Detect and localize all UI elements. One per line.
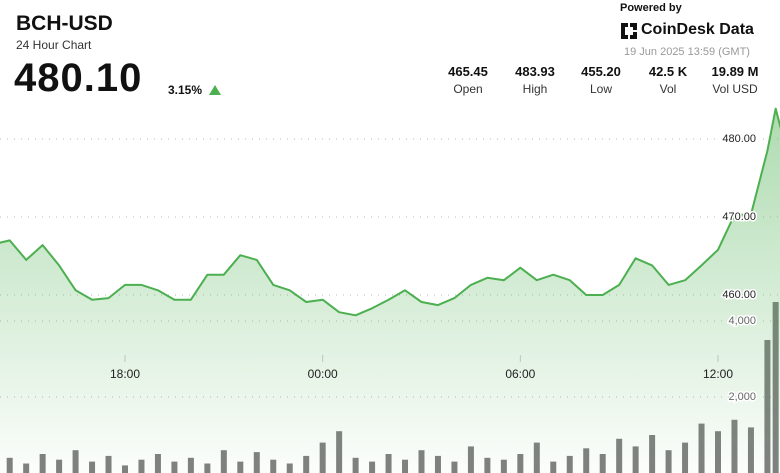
y2-tick-label: 2,000 xyxy=(728,391,756,403)
y-tick-label: 460.00 xyxy=(722,289,756,301)
stat-label: Low xyxy=(589,82,612,96)
stat-label: Open xyxy=(453,82,483,96)
timestamp: 19 Jun 2025 13:59 (GMT) xyxy=(624,46,750,58)
y-tick-label: 480.00 xyxy=(722,133,756,145)
subtitle: 24 Hour Chart xyxy=(16,38,92,52)
price-area xyxy=(0,108,780,473)
stat-value: 455.20 xyxy=(581,64,621,79)
change: 3.15% xyxy=(168,83,203,97)
powered-by: Powered by xyxy=(620,2,682,14)
brand: CoinDesk Data xyxy=(641,21,754,38)
x-tick-label: 18:00 xyxy=(110,367,140,381)
y-tick-label: 470.00 xyxy=(722,211,756,223)
stat-value: 19.89 M xyxy=(711,64,759,79)
stat-value: 42.5 K xyxy=(648,64,688,79)
stat-value: 465.45 xyxy=(448,64,488,79)
x-tick-label: 12:00 xyxy=(703,367,733,381)
stat-label: High xyxy=(522,82,548,96)
symbol: BCH-USD xyxy=(16,12,113,35)
price-line xyxy=(0,107,780,317)
plot xyxy=(0,107,780,473)
x-tick-label: 06:00 xyxy=(505,367,535,381)
stat-label: Vol xyxy=(659,82,677,96)
y2-tick-label: 4,000 xyxy=(728,315,756,327)
stat-label: Vol USD xyxy=(712,82,758,96)
x-tick-label: 00:00 xyxy=(308,367,338,381)
stat-value: 483.93 xyxy=(515,64,555,79)
axis-labels: 18:00 00:00 06:00 12:00 460.00 470.00 480.00 2,… xyxy=(110,131,758,404)
up-arrow xyxy=(209,85,221,95)
logo-icon xyxy=(621,23,637,39)
price: 480.10 xyxy=(14,56,143,100)
